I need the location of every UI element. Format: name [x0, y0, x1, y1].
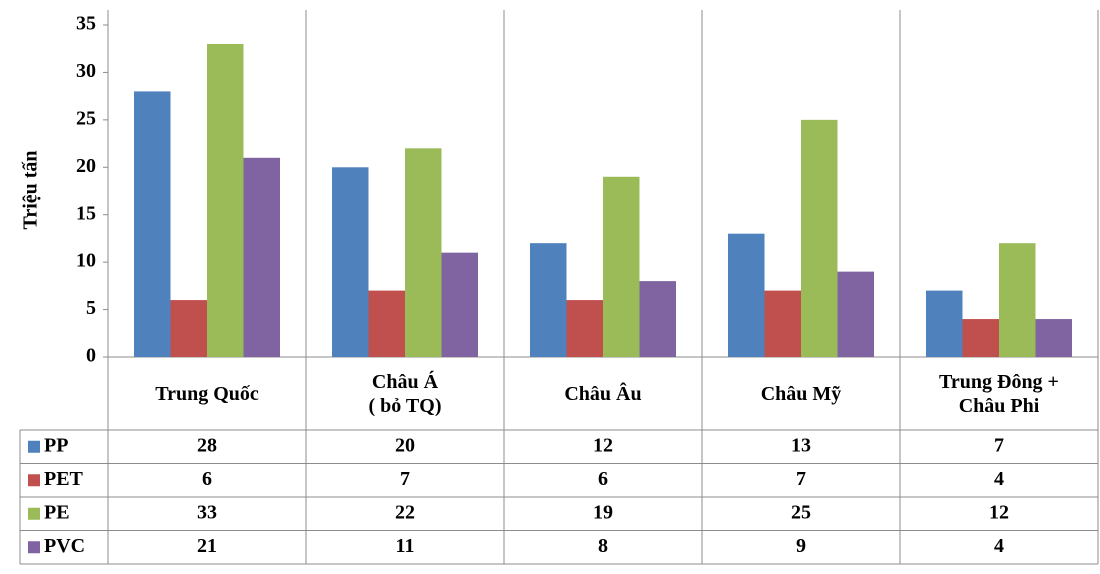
legend-key: [28, 541, 40, 554]
table-value: 7: [994, 434, 1004, 456]
bar: [566, 300, 603, 357]
legend-key: [28, 440, 40, 453]
y-tick-label: 5: [86, 297, 96, 319]
bar: [530, 243, 567, 357]
table-value: 8: [598, 535, 608, 557]
table-value: 21: [197, 535, 217, 557]
y-tick-label: 25: [76, 107, 96, 129]
table-value: 6: [202, 468, 212, 490]
bar: [962, 319, 999, 357]
table-value: 33: [197, 501, 217, 523]
y-axis-label: Triệu tấn: [20, 150, 42, 229]
y-tick-label: 15: [76, 202, 96, 224]
table-value: 7: [796, 468, 806, 490]
table-value: 7: [400, 468, 410, 490]
legend-label: PP: [44, 434, 68, 456]
bar: [368, 290, 405, 357]
category-label: Trung Quốc: [155, 382, 259, 405]
y-tick-label: 35: [76, 13, 96, 35]
table-value: 22: [395, 501, 415, 523]
bar: [837, 271, 874, 357]
bar: [764, 290, 801, 357]
table-value: 13: [791, 434, 811, 456]
table-value: 19: [593, 501, 613, 523]
legend-label: PE: [44, 501, 70, 523]
y-tick-label: 20: [76, 155, 96, 177]
bar: [926, 290, 963, 357]
legend-label: PET: [44, 468, 84, 490]
category-label: Trung Đông + Châu Phi: [939, 370, 1059, 417]
bar: [999, 243, 1036, 357]
table-value: 12: [593, 434, 613, 456]
table-value: 6: [598, 468, 608, 490]
table-value: 20: [395, 434, 415, 456]
table-value: 25: [791, 501, 811, 523]
table-value: 11: [396, 535, 415, 557]
y-tick-label: 30: [76, 60, 96, 82]
legend-label: PVC: [44, 535, 85, 557]
legend-key: [28, 474, 40, 487]
bar: [207, 43, 244, 357]
bar: [728, 233, 765, 357]
bar: [134, 91, 171, 358]
bar: [603, 176, 640, 357]
table-value: 4: [994, 535, 1004, 557]
bar: [639, 281, 676, 357]
bar: [801, 119, 838, 357]
legend-key: [28, 507, 40, 520]
bar: [405, 148, 442, 357]
bar: [332, 167, 369, 357]
table-value: 4: [994, 468, 1004, 490]
y-tick-label: 10: [76, 250, 96, 272]
category-label: Châu Á ( bỏ TQ): [368, 370, 442, 417]
table-value: 28: [197, 434, 217, 456]
table-value: 12: [989, 501, 1009, 523]
table-value: 9: [796, 535, 806, 557]
bar: [1035, 319, 1072, 357]
bar: [170, 300, 207, 357]
bar: [243, 157, 280, 357]
category-label: Châu Âu: [564, 382, 642, 405]
bar: [441, 252, 478, 357]
y-tick-label: 0: [86, 345, 96, 367]
category-label: Châu Mỹ: [760, 382, 842, 405]
